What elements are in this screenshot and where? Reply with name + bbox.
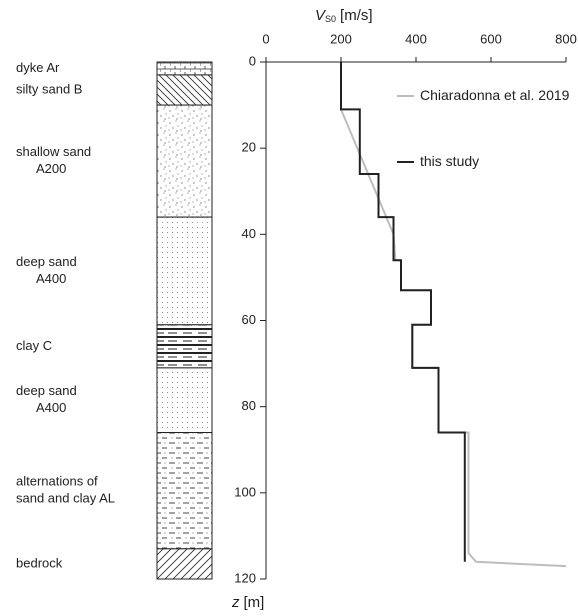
y-tick-label: 60 — [242, 312, 256, 327]
x-axis-title: VS0[m/s] — [315, 7, 373, 24]
layer-label: A200 — [36, 161, 66, 176]
layer-label: A400 — [36, 400, 66, 415]
y-tick-label: 20 — [242, 140, 256, 155]
soil-layer — [157, 325, 212, 368]
y-tick-label: 80 — [242, 398, 256, 413]
soil-layer — [157, 368, 212, 433]
profile-line — [341, 62, 465, 562]
layer-label: bedrock — [16, 555, 63, 570]
soil-layer — [157, 433, 212, 549]
layer-label: A400 — [36, 271, 66, 286]
soil-layer — [157, 105, 212, 217]
legend-label: this study — [420, 152, 570, 171]
layer-label: clay C — [16, 338, 52, 353]
soil-layer — [157, 75, 212, 105]
layer-label: dyke Ar — [16, 60, 60, 75]
layer-label: alternations of — [16, 474, 98, 489]
y-tick-label: 120 — [234, 570, 256, 585]
x-tick-label: 800 — [555, 31, 577, 46]
x-tick-label: 200 — [330, 31, 352, 46]
soil-layer — [157, 217, 212, 325]
y-tick-label: 0 — [249, 53, 256, 68]
y-axis-symbol: z — [231, 594, 240, 611]
soil-layer — [157, 62, 212, 75]
layer-label: silty sand B — [16, 81, 82, 96]
y-axis-unit: [m] — [244, 594, 265, 611]
layer-label: deep sand — [16, 254, 77, 269]
x-tick-label: 600 — [480, 31, 502, 46]
layer-label: sand and clay AL — [16, 491, 115, 506]
x-axis-subscript: S0 — [325, 14, 336, 24]
y-axis-title: z[m] — [231, 594, 264, 611]
x-tick-label: 0 — [262, 31, 269, 46]
legend-label: Chiaradonna et al. 2019 — [420, 86, 570, 105]
layer-label: shallow sand — [16, 144, 91, 159]
y-tick-label: 40 — [242, 226, 256, 241]
soil-layer — [157, 549, 212, 579]
layer-label: deep sand — [16, 383, 77, 398]
figure: VS0[m/s] z[m] dyke Arsilty sand Bshallow… — [0, 0, 578, 616]
x-tick-label: 400 — [405, 31, 427, 46]
x-axis-unit: [m/s] — [340, 7, 373, 24]
profile-line — [341, 62, 566, 566]
y-tick-label: 100 — [234, 484, 256, 499]
